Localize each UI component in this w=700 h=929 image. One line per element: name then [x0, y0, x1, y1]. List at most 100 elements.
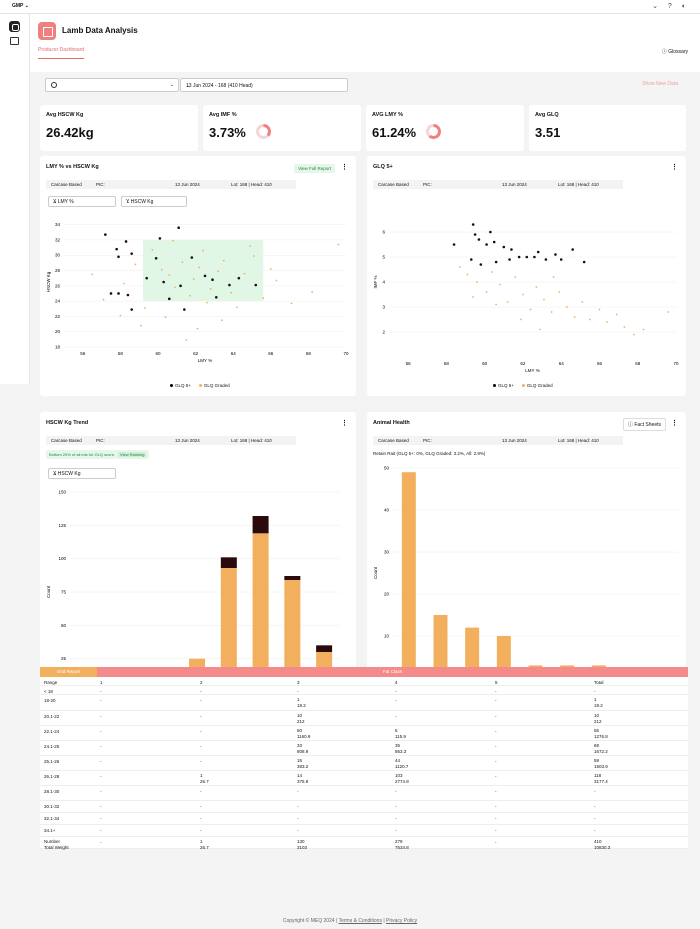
card-title: Animal Health	[373, 420, 410, 426]
data-point	[145, 276, 149, 280]
y-axis-select[interactable]: Y HSCW Kg ⌄	[121, 196, 187, 207]
data-point	[174, 286, 176, 289]
table-cell: 33 808.9	[297, 743, 309, 754]
grid-report-header: Grid Report	[40, 667, 97, 677]
x-axis-select[interactable]: X HSCW Kg ⌄	[48, 468, 116, 479]
data-point	[290, 302, 293, 305]
data-point	[154, 256, 158, 260]
date-select[interactable]: 13 Jun 2024 - 168 (410 Head) ⌄	[180, 78, 348, 92]
table-cell: -	[594, 789, 596, 794]
data-point	[485, 291, 488, 293]
org-switcher[interactable]: GMP ⌄	[12, 3, 29, 9]
data-point	[130, 308, 133, 311]
table-cell: -	[594, 689, 596, 694]
data-point	[254, 283, 258, 287]
meta-date: 13 Jun 2024	[502, 438, 527, 443]
chevron-down-icon: ⌄	[186, 83, 191, 89]
meta-lot: Lot: 168 | Head: 410	[558, 438, 599, 443]
chevron-down-icon: ⌄	[53, 471, 58, 477]
meta-basis: Carcase Based	[378, 182, 409, 187]
data-point	[203, 274, 207, 278]
y-tick-label: 125	[58, 523, 66, 528]
y-tick-label: 34	[55, 222, 61, 227]
data-point	[559, 258, 563, 261]
legend-item: GLQ Graded	[521, 383, 553, 388]
data-point	[606, 321, 609, 323]
table-cell: Total	[594, 680, 604, 685]
view-full-report-button[interactable]: View Full Report	[294, 164, 335, 173]
data-point	[458, 266, 461, 268]
legend-item: GLQ 5+	[170, 383, 191, 388]
table-cell: 24.1-25	[44, 744, 60, 749]
table-cell: -	[395, 828, 397, 833]
y-tick-label: 2	[382, 330, 385, 335]
more-icon[interactable]: ⋮	[341, 420, 348, 427]
data-point	[535, 286, 538, 288]
more-icon[interactable]: ⋮	[671, 420, 678, 427]
data-point	[115, 247, 118, 251]
table-cell: 103 2774.8	[395, 773, 409, 784]
data-point	[192, 278, 195, 280]
table-cell: 14 375.9	[297, 773, 309, 784]
table-cell: -	[495, 744, 497, 749]
data-point	[469, 258, 473, 261]
data-point	[489, 230, 492, 234]
data-point	[172, 239, 174, 242]
x-select-label: X HSCW Kg	[53, 471, 81, 477]
meta-lot: Lot: 168 | Head: 410	[231, 438, 272, 443]
x-axis-select[interactable]: X LMY % ⌄	[48, 196, 116, 207]
table-cell: -	[100, 774, 102, 779]
data-point	[550, 311, 553, 313]
data-point	[589, 318, 591, 321]
app-logo-icon[interactable]	[9, 21, 20, 32]
kpi-label: Avg IMF %	[209, 112, 237, 118]
data-point	[337, 243, 340, 246]
data-point	[514, 276, 517, 278]
more-icon[interactable]: ⋮	[671, 164, 678, 171]
more-icon[interactable]: ⋮	[341, 164, 348, 171]
table-cell: 15 383.2	[297, 758, 309, 769]
search-select[interactable]: ⌄	[45, 78, 179, 92]
date-select-value: 13 Jun 2024 - 168 (410 Head)	[186, 83, 253, 89]
data-point	[491, 271, 494, 273]
view-ranking-button[interactable]: View Ranking	[118, 452, 147, 457]
data-point	[571, 248, 574, 251]
table-cell: < 18	[44, 689, 53, 694]
top-icons[interactable]: ⌄ ? ◐	[652, 3, 690, 10]
data-point	[269, 268, 272, 270]
data-point	[311, 291, 314, 293]
x-tick-label: 56	[80, 351, 86, 356]
x-tick-label: 60	[155, 351, 161, 356]
table-cell: -	[297, 689, 299, 694]
lmy-donut	[426, 124, 441, 139]
meta-pic: PIC:	[96, 182, 105, 187]
terms-link[interactable]: Terms & Conditions	[338, 918, 382, 924]
table-cell: 2	[200, 680, 203, 685]
show-new-data-button[interactable]: Show New Data	[642, 81, 678, 87]
data-point	[573, 316, 576, 318]
table-cell: 30.1-32	[44, 804, 60, 809]
page-title: Lamb Data Analysis	[62, 26, 138, 35]
sidebar-toggle-icon[interactable]	[10, 37, 19, 45]
privacy-link[interactable]: Privacy Policy	[386, 918, 418, 924]
table-cell: -	[297, 789, 299, 794]
data-point	[262, 297, 265, 299]
x-tick-label: 58	[444, 361, 450, 366]
footer: Copyright © MEQ 2024 | Terms & Condition…	[282, 918, 418, 924]
meta-date: 13 Jun 2024	[175, 438, 200, 443]
meta-bar: Carcase Based PIC: 13 Jun 2024 Lot: 168 | H…	[373, 436, 623, 445]
tab-producer-dashboard[interactable]: Producer Dashboard	[38, 47, 85, 59]
table-cell: -	[495, 816, 497, 821]
table-cell: -	[495, 698, 497, 703]
y-tick-label: 32	[55, 237, 61, 242]
fact-sheets-button[interactable]: ⓘ Fact Sheets	[622, 418, 666, 431]
meta-pic: PIC:	[423, 438, 432, 443]
y-axis-label: IMF %	[373, 276, 378, 289]
bar-disease	[465, 627, 480, 678]
data-point	[205, 301, 208, 304]
data-point	[492, 240, 496, 244]
data-point	[104, 233, 107, 236]
table-cell: -	[495, 689, 497, 694]
glossary-button[interactable]: ⓘ Glossary	[662, 48, 688, 55]
